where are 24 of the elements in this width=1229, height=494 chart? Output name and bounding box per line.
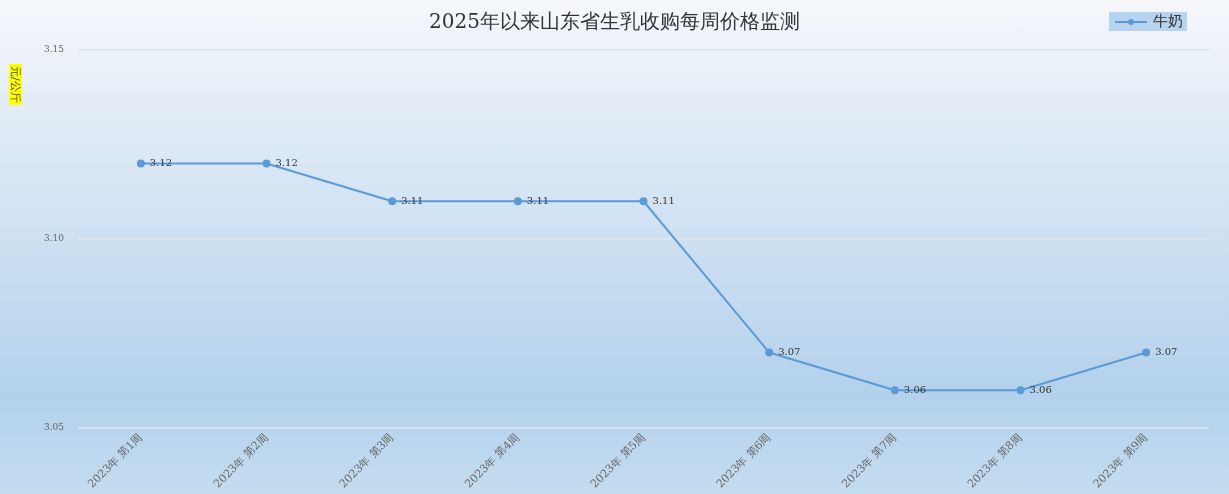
chart-title: 2025年以来山东省生乳收购每周价格监测 xyxy=(429,9,800,33)
data-label: 3.07 xyxy=(778,346,801,358)
y-tick-label: 3.10 xyxy=(43,233,65,244)
y-tick-label: 3.05 xyxy=(43,422,65,433)
point xyxy=(890,386,899,395)
data-label: 3.12 xyxy=(149,157,173,169)
data-label: 3.06 xyxy=(903,383,927,395)
data-label: 3.12 xyxy=(275,157,298,169)
data-label: 3.07 xyxy=(1155,346,1178,358)
point xyxy=(262,159,271,168)
point xyxy=(765,348,774,357)
legend-label: 牛奶 xyxy=(1153,12,1183,31)
point xyxy=(639,197,648,206)
point xyxy=(513,197,522,206)
data-label: 3.06 xyxy=(1029,383,1052,395)
y-tick-label: 3.15 xyxy=(43,44,65,55)
data-label: 3.11 xyxy=(526,194,550,206)
y-axis-title: 元/公斤 xyxy=(9,64,22,105)
data-label: 3.11 xyxy=(401,194,424,206)
point xyxy=(1142,348,1151,357)
data-label: 3.11 xyxy=(652,194,675,206)
point xyxy=(388,197,397,206)
point xyxy=(136,159,145,168)
point xyxy=(1016,386,1025,395)
